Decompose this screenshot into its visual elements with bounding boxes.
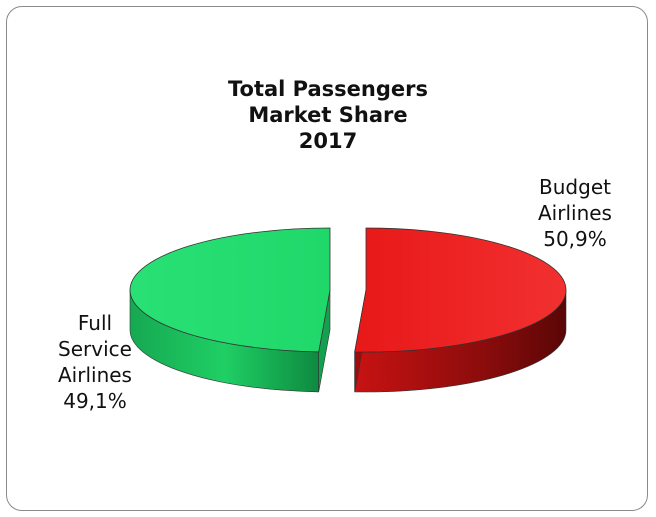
chart-title-line-1: Total Passengers <box>227 77 428 101</box>
full-service-value-label: 49,1% <box>63 389 127 413</box>
budget-airlines-label: Budget Airlines 50,9% <box>520 174 630 252</box>
full-service-airlines-slice <box>129 227 331 353</box>
budget-value-label: 50,9% <box>543 227 607 251</box>
full-service-airlines-label: Full Service Airlines 49,1% <box>40 310 150 414</box>
full-service-name-line-2: Service <box>58 337 132 361</box>
full-service-name-line-3: Airlines <box>58 363 132 387</box>
budget-name-line-2: Airlines <box>538 201 612 225</box>
budget-name-line-1: Budget <box>539 175 611 199</box>
full-service-name-line-1: Full <box>77 311 113 335</box>
chart-title-line-3: 2017 <box>298 129 358 153</box>
chart-title-line-2: Market Share <box>248 103 408 127</box>
budget-airlines-slice <box>354 227 567 353</box>
